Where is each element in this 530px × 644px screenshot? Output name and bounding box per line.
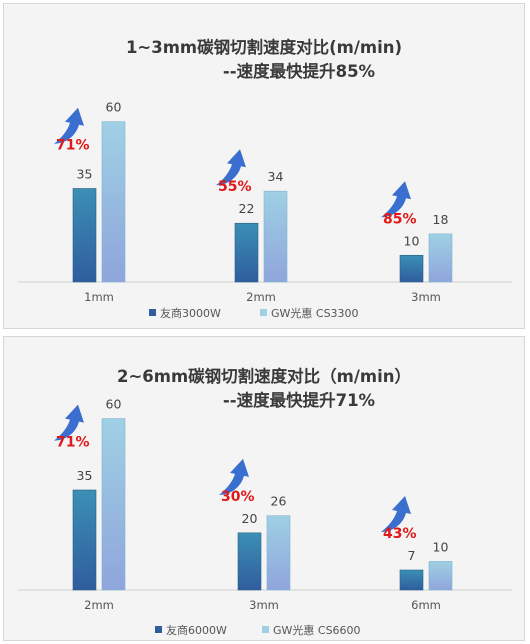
- increase-annotation: 30%: [221, 489, 255, 505]
- data-label: 10: [433, 539, 449, 554]
- bar-competitor-2mm: [234, 222, 259, 283]
- data-label: 35: [77, 468, 93, 483]
- data-label: 18: [433, 212, 449, 227]
- legend-entry: 友商3000W: [160, 306, 221, 320]
- legend-swatch: [262, 626, 269, 633]
- bar-gw-6mm: [428, 561, 453, 591]
- bar-competitor-3mm: [399, 254, 424, 283]
- legend-entry: 友商6000W: [166, 623, 227, 637]
- data-label: 26: [271, 494, 287, 509]
- bar-gw-2mm: [263, 190, 288, 283]
- chart-canvas: 35 60 1mm 71% 22 34 2mm 55% 10 18 3mm 85% 友商3000W GW光…: [18, 100, 512, 320]
- trend-arrow-icon: [381, 181, 411, 218]
- bar-competitor-3mm: [237, 532, 262, 591]
- data-label: 20: [242, 511, 258, 526]
- bar-gw-3mm: [266, 515, 291, 591]
- bar-gw-2mm: [101, 418, 126, 591]
- chart-subtitle: --速度最快提升71%: [222, 391, 376, 410]
- chart-subtitle: --速度最快提升85%: [222, 62, 376, 81]
- data-label: 10: [404, 233, 420, 248]
- trend-arrow-icon: [219, 458, 249, 495]
- data-label: 35: [77, 167, 93, 182]
- chart-title: 1~3mm碳钢切割速度对比(m/min): [125, 38, 403, 57]
- data-label: 22: [239, 201, 255, 216]
- increase-annotation: 85%: [383, 211, 417, 227]
- x-tick-label: 6mm: [411, 598, 441, 612]
- bar-gw-3mm: [428, 233, 453, 283]
- chart-canvas: 35 60 2mm 71% 20 26 3mm 30% 7 10 6mm 43% 友商6000W GW光惠…: [18, 397, 512, 637]
- data-label: 34: [268, 169, 284, 184]
- trend-arrow-icon: [216, 149, 246, 186]
- increase-annotation: 55%: [218, 179, 252, 195]
- increase-annotation: 71%: [56, 435, 90, 451]
- legend-swatch: [155, 626, 162, 633]
- trend-arrow-icon: [54, 404, 84, 441]
- bar-competitor-1mm: [72, 188, 97, 283]
- increase-annotation: 43%: [383, 526, 417, 542]
- data-label: 60: [106, 397, 122, 412]
- legend-swatch: [260, 309, 267, 316]
- data-label: 60: [106, 100, 122, 115]
- chart-title: 2~6mm碳钢切割速度对比（m/min）: [117, 367, 411, 386]
- legend-entry: GW光惠 CS6600: [273, 623, 361, 637]
- bar-competitor-6mm: [399, 569, 424, 591]
- x-tick-label: 2mm: [84, 598, 114, 612]
- chart-panel-2: 2~6mm碳钢切割速度对比（m/min） --速度最快提升71% 35 60 2mm…: [3, 336, 525, 641]
- trend-arrow-icon: [381, 496, 411, 532]
- x-tick-label: 2mm: [246, 290, 276, 304]
- x-tick-label: 3mm: [249, 598, 279, 612]
- x-tick-label: 3mm: [411, 290, 441, 304]
- x-tick-label: 1mm: [84, 290, 114, 304]
- data-label: 7: [408, 548, 416, 563]
- increase-annotation: 71%: [56, 138, 90, 154]
- chart-panel-1: 1~3mm碳钢切割速度对比(m/min) --速度最快提升85% 35 60 1mm…: [3, 3, 525, 329]
- bar-gw-1mm: [101, 121, 126, 283]
- legend-entry: GW光惠 CS3300: [271, 306, 359, 320]
- trend-arrow-icon: [54, 107, 84, 144]
- bar-competitor-2mm: [72, 489, 97, 591]
- legend-swatch: [149, 309, 156, 316]
